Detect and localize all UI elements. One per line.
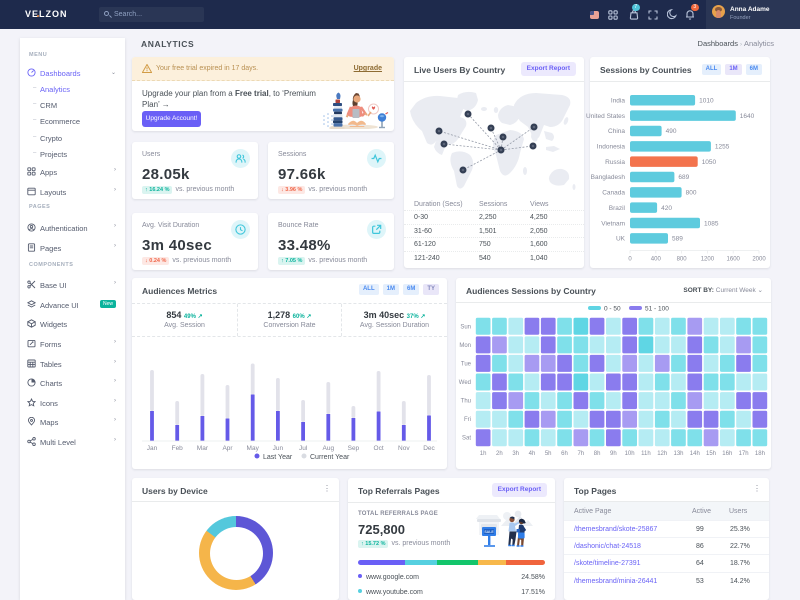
svg-text:1050: 1050 — [702, 159, 717, 166]
svg-text:Sep: Sep — [348, 445, 360, 452]
svg-text:Mon: Mon — [459, 343, 471, 349]
svg-text:Sun: Sun — [460, 324, 471, 330]
svg-text:Thu: Thu — [461, 399, 471, 405]
svg-text:Last Year: Last Year — [263, 454, 293, 461]
svg-text:0 - 50: 0 - 50 — [604, 306, 621, 313]
svg-text:689: 689 — [678, 174, 689, 181]
svg-text:1200: 1200 — [701, 257, 715, 263]
svg-text:2h: 2h — [496, 451, 503, 457]
svg-text:4h: 4h — [529, 451, 536, 457]
svg-text:Feb: Feb — [172, 445, 184, 452]
svg-text:Bangladesh: Bangladesh — [591, 174, 626, 181]
svg-text:SALE: SALE — [484, 530, 494, 534]
svg-text:400: 400 — [651, 257, 662, 263]
svg-text:11h: 11h — [641, 451, 651, 457]
svg-text:Sat: Sat — [462, 436, 471, 442]
svg-text:0: 0 — [628, 257, 632, 263]
svg-text:Vietnam: Vietnam — [601, 220, 625, 227]
svg-text:15h: 15h — [706, 451, 716, 457]
svg-text:Jan: Jan — [147, 445, 158, 452]
svg-text:Current Year: Current Year — [310, 454, 350, 461]
svg-text:10h: 10h — [625, 451, 635, 457]
svg-text:51 - 100: 51 - 100 — [645, 306, 669, 313]
svg-text:China: China — [608, 128, 625, 135]
svg-text:18h: 18h — [755, 451, 765, 457]
svg-text:800: 800 — [677, 257, 688, 263]
svg-text:8h: 8h — [594, 451, 601, 457]
svg-text:Indonesia: Indonesia — [597, 144, 626, 151]
svg-text:UK: UK — [616, 236, 626, 243]
svg-text:5h: 5h — [545, 451, 552, 457]
svg-text:1h: 1h — [480, 451, 487, 457]
svg-text:Brazil: Brazil — [609, 205, 626, 212]
svg-text:1085: 1085 — [704, 220, 719, 227]
svg-text:Jun: Jun — [273, 445, 284, 452]
svg-text:Apr: Apr — [222, 445, 233, 452]
svg-text:14h: 14h — [690, 451, 700, 457]
svg-text:16h: 16h — [722, 451, 732, 457]
svg-text:9h: 9h — [610, 451, 617, 457]
svg-text:17h: 17h — [739, 451, 749, 457]
svg-text:United States: United States — [586, 113, 626, 120]
svg-text:Tue: Tue — [461, 361, 472, 367]
svg-text:1640: 1640 — [740, 113, 755, 120]
svg-text:1255: 1255 — [715, 144, 730, 151]
svg-text:May: May — [247, 445, 260, 452]
svg-text:Dec: Dec — [423, 445, 435, 452]
svg-text:India: India — [611, 98, 625, 105]
svg-text:Aug: Aug — [323, 445, 335, 452]
svg-text:589: 589 — [672, 236, 683, 243]
svg-text:2000: 2000 — [752, 257, 766, 263]
svg-text:490: 490 — [666, 128, 677, 135]
svg-text:7h: 7h — [577, 451, 584, 457]
svg-text:800: 800 — [686, 190, 697, 197]
svg-text:Canada: Canada — [602, 190, 625, 197]
svg-text:1600: 1600 — [727, 257, 741, 263]
svg-text:13h: 13h — [673, 451, 683, 457]
svg-text:Oct: Oct — [374, 445, 384, 452]
svg-text:Russia: Russia — [605, 159, 625, 166]
svg-text:Jul: Jul — [299, 445, 308, 452]
svg-text:12h: 12h — [657, 451, 667, 457]
svg-text:Fri: Fri — [464, 417, 471, 423]
svg-text:420: 420 — [661, 205, 672, 212]
svg-text:6h: 6h — [561, 451, 568, 457]
svg-text:Wed: Wed — [459, 380, 471, 386]
svg-text:Mar: Mar — [197, 445, 209, 452]
svg-text:1010: 1010 — [699, 98, 714, 105]
svg-text:3h: 3h — [512, 451, 519, 457]
svg-text:Nov: Nov — [398, 445, 410, 452]
